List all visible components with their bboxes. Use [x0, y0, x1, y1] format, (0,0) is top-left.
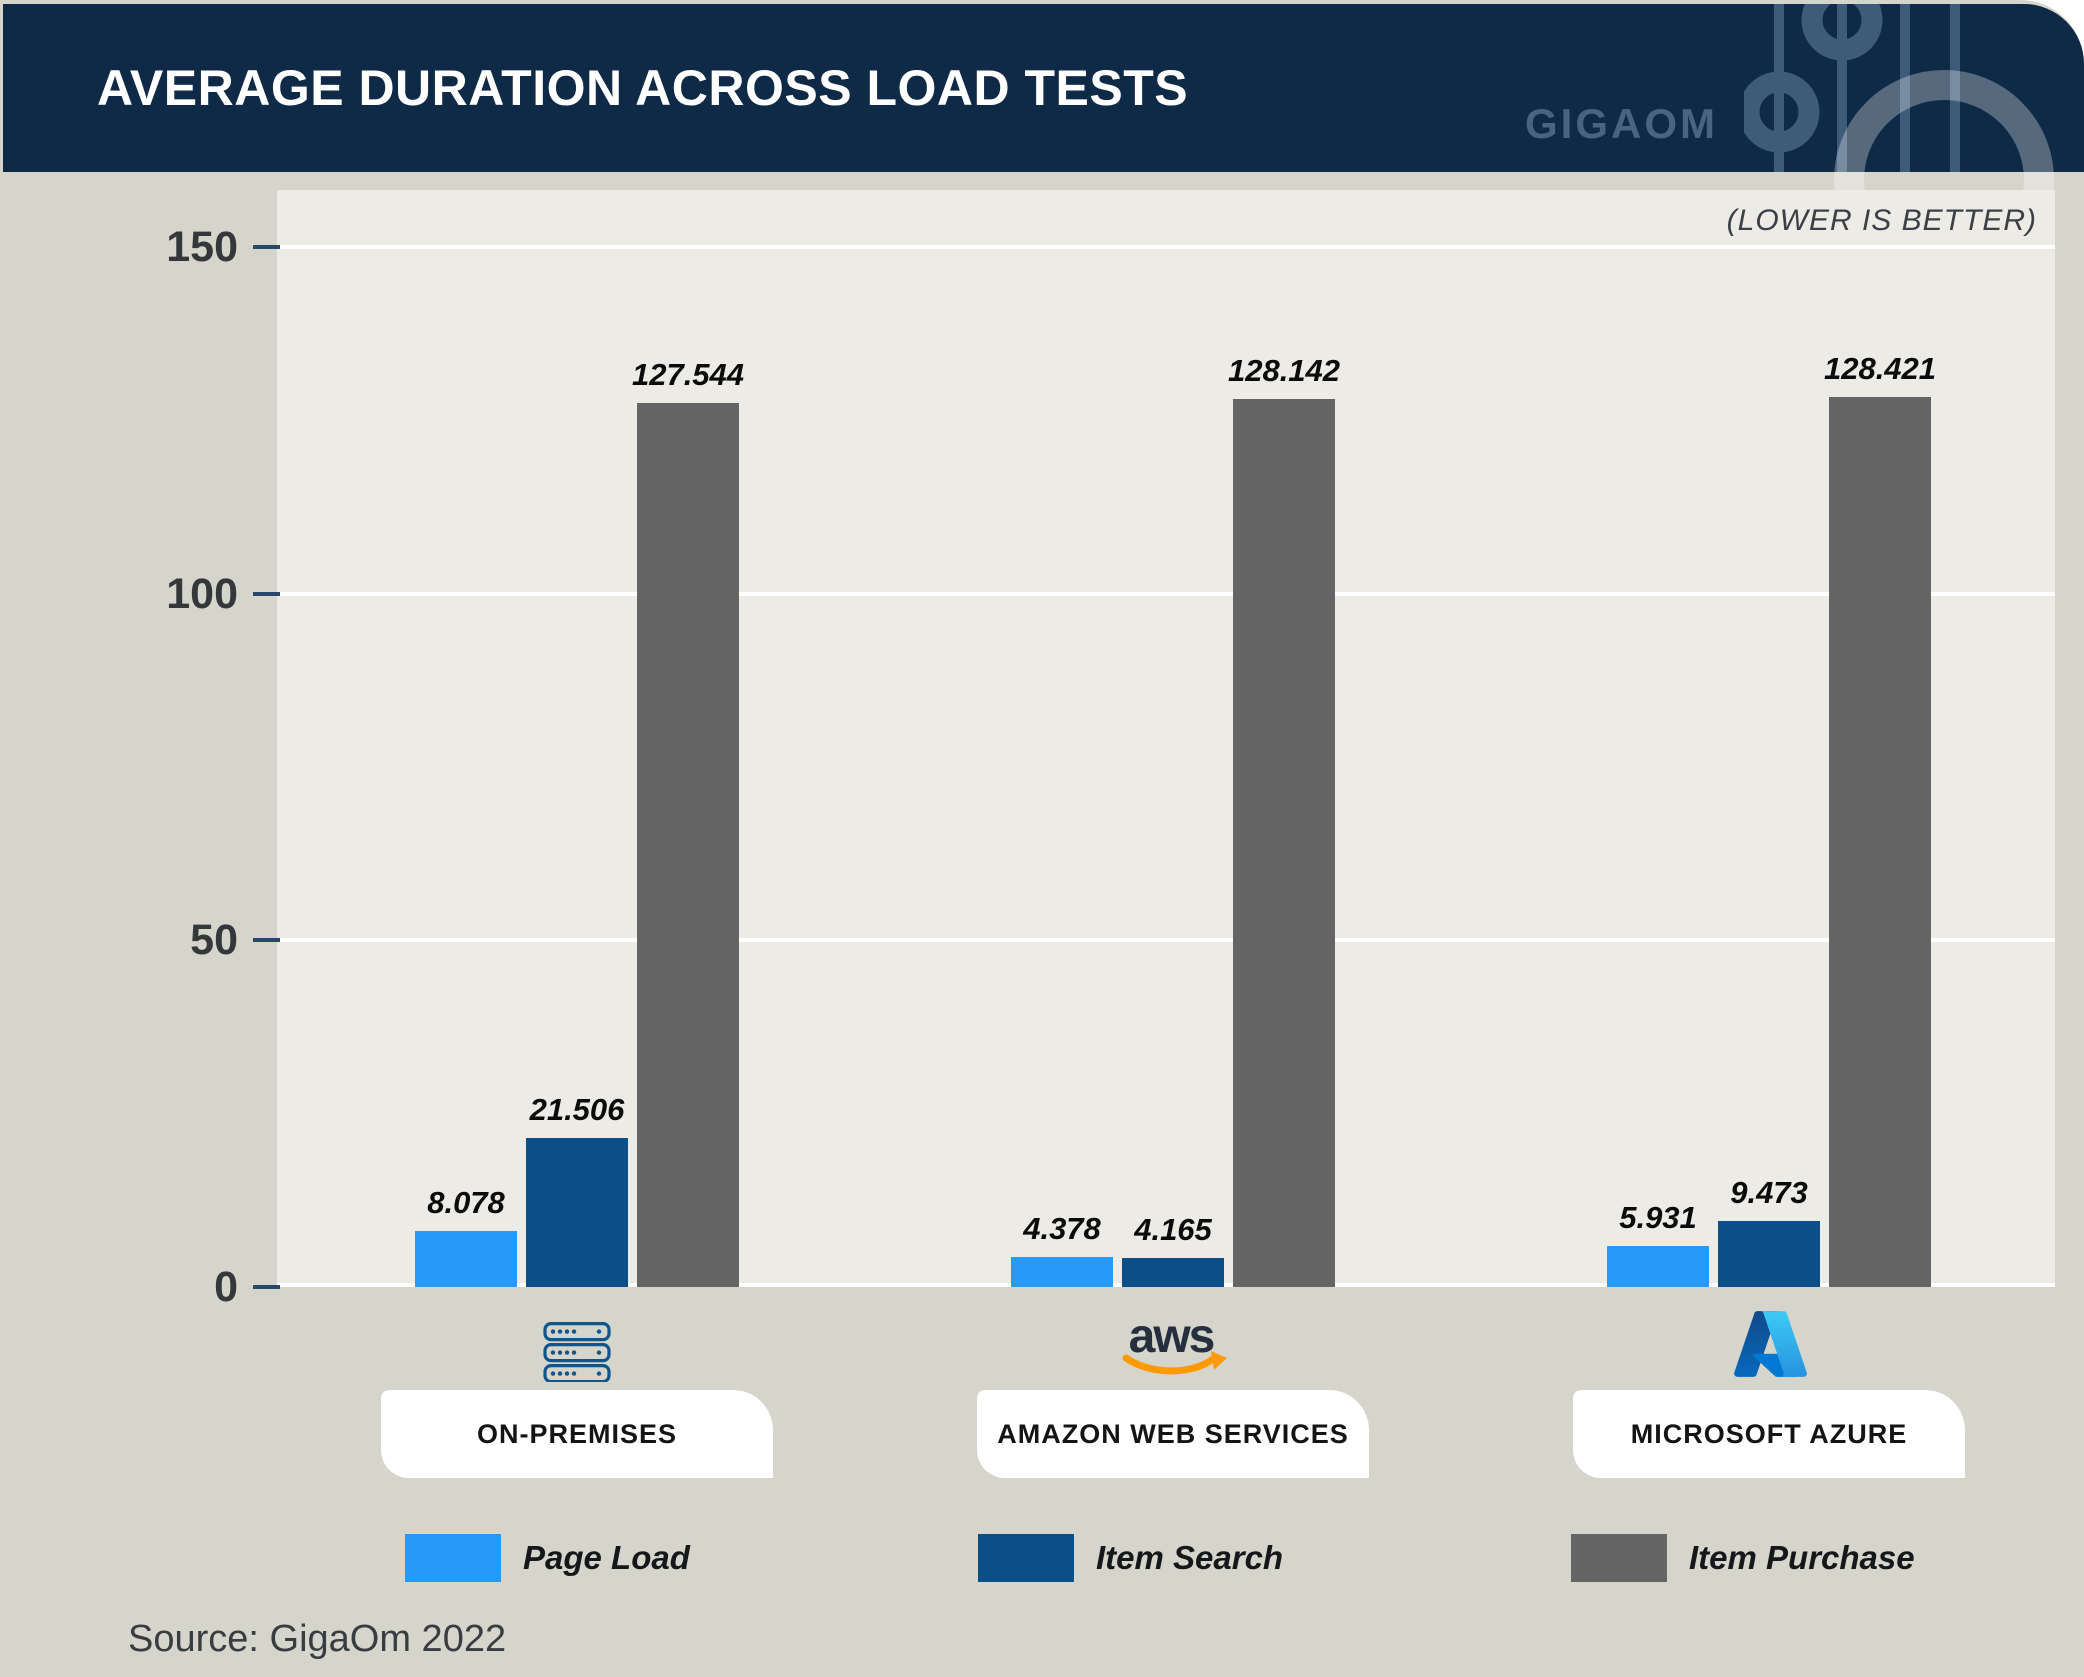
- legend-item-item-search: Item Search: [978, 1531, 1283, 1585]
- y-tick-mark: [253, 591, 280, 596]
- value-label: 5.931: [1619, 1199, 1697, 1235]
- value-label: 4.165: [1134, 1212, 1212, 1248]
- bar-item-purchase: [1829, 396, 1931, 1287]
- legend-item-item-purchase: Item Purchase: [1571, 1531, 1915, 1585]
- value-label: 21.506: [529, 1091, 625, 1127]
- legend-label: Item Search: [1096, 1539, 1284, 1576]
- lower-is-better-note: (LOWER IS BETTER): [1726, 204, 2037, 237]
- category-pill: MICROSOFT AZURE: [1573, 1390, 1965, 1478]
- bar-item-purchase: [637, 402, 739, 1287]
- header: AVERAGE DURATION ACROSS LOAD TESTS GIGAO…: [3, 4, 2084, 172]
- category-aws: aws AMAZON WEB SERVICES: [977, 1296, 1369, 1478]
- value-label: 9.473: [1730, 1175, 1808, 1211]
- category-pill: AMAZON WEB SERVICES: [977, 1390, 1369, 1478]
- category-azure: MICROSOFT AZURE: [1573, 1296, 1965, 1478]
- y-tick-mark: [253, 245, 280, 249]
- bar-item-search: [1718, 1221, 1820, 1287]
- category-label: MICROSOFT AZURE: [1630, 1418, 1908, 1449]
- y-tick-label: 150: [166, 223, 238, 271]
- aws-logo-icon: aws: [977, 1296, 1369, 1382]
- bar-group: 4.378 4.165 128.142: [1011, 190, 1340, 1287]
- bar-item-search: [526, 1137, 628, 1287]
- y-tick-mark: [253, 1285, 280, 1289]
- chart-title: AVERAGE DURATION ACROSS LOAD TESTS: [97, 60, 1189, 116]
- y-tick-mark: [253, 938, 280, 943]
- category-label: ON-PREMISES: [476, 1418, 678, 1449]
- gridline-50: [277, 938, 2055, 943]
- bar-page-load: [1607, 1245, 1709, 1287]
- y-tick-label: 50: [190, 916, 238, 965]
- value-label: 128.421: [1823, 350, 1937, 386]
- legend-item-page-load: Page Load: [405, 1531, 690, 1585]
- legend-label: Page Load: [523, 1539, 690, 1576]
- plot-area: (LOWER IS BETTER) 8.078 21.506 127.544 4.37…: [277, 190, 2055, 1287]
- value-label: 128.142: [1227, 352, 1341, 388]
- value-label: 127.544: [631, 356, 745, 392]
- bar-group: 5.931 9.473 128.421: [1607, 190, 1936, 1287]
- bar-page-load: [1011, 1256, 1113, 1287]
- bar-page-load: [415, 1231, 517, 1287]
- legend-swatch-item-search: [978, 1534, 1074, 1582]
- value-label: 8.078: [427, 1185, 505, 1220]
- bar-item-search: [1122, 1258, 1224, 1287]
- category-label: AMAZON WEB SERVICES: [997, 1418, 1349, 1449]
- legend-swatch-item-purchase: [1571, 1534, 1667, 1582]
- bar-group: 8.078 21.506 127.544: [415, 190, 744, 1287]
- server-stack-icon: [381, 1296, 773, 1382]
- gigaom-wordmark: GIGAOM: [1525, 100, 1718, 147]
- y-tick-label: 0: [214, 1263, 238, 1311]
- legend-label: Item Purchase: [1689, 1539, 1915, 1576]
- legend-swatch-page-load: [405, 1534, 501, 1582]
- bar-item-purchase: [1233, 398, 1335, 1287]
- y-tick-label: 100: [166, 569, 238, 618]
- source-note: Source: GigaOm 2022: [128, 1618, 507, 1660]
- azure-logo-icon: [1573, 1296, 1965, 1382]
- gridline-150: [277, 245, 2055, 249]
- category-pill: ON-PREMISES: [381, 1390, 773, 1478]
- value-label: 4.378: [1023, 1210, 1101, 1246]
- gridline-100: [277, 591, 2055, 596]
- category-on-premises: ON-PREMISES: [381, 1296, 773, 1478]
- svg-text:aws: aws: [1129, 1310, 1214, 1363]
